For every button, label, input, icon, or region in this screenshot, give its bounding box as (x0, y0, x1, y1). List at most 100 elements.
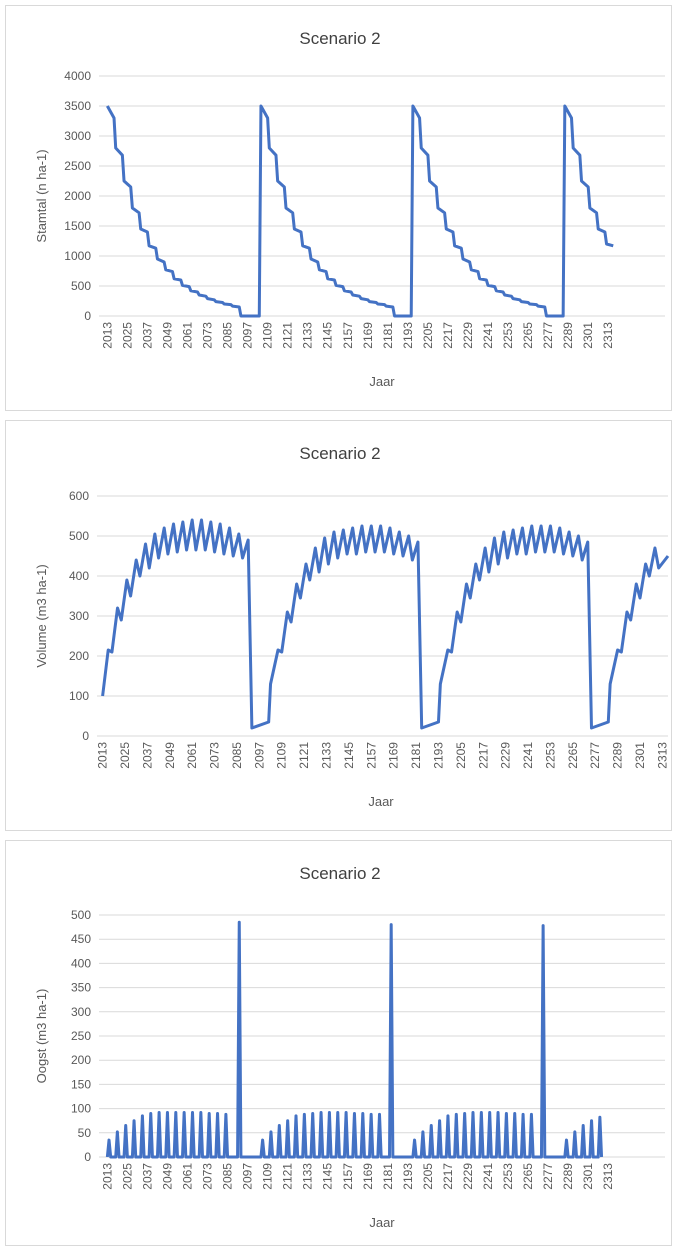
x-tick-label: 2181 (381, 322, 395, 349)
x-tick-label: 2085 (230, 742, 244, 769)
y-tick-label: 600 (69, 489, 89, 503)
x-tick-label: 2025 (120, 1163, 134, 1190)
data-line (105, 920, 604, 1159)
x-tick-label: 2241 (521, 742, 535, 769)
y-tick-label: 0 (84, 309, 91, 323)
y-tick-label: 1000 (64, 249, 91, 263)
x-tick-label: 2229 (461, 1163, 475, 1190)
y-tick-label: 3000 (64, 129, 91, 143)
x-tick-label: 2025 (118, 742, 132, 769)
chart-panel (5, 840, 672, 1246)
y-tick-label: 500 (69, 529, 89, 543)
y-tick-label: 200 (71, 1053, 91, 1067)
x-tick-label: 2085 (221, 1163, 235, 1190)
x-tick-label: 2169 (387, 742, 401, 769)
x-tick-label: 2277 (541, 1163, 555, 1190)
x-tick-label: 2301 (633, 742, 647, 769)
x-tick-label: 2073 (201, 1163, 215, 1190)
x-tick-label: 2313 (601, 322, 615, 349)
y-tick-label: 100 (69, 689, 89, 703)
x-tick-label: 2097 (241, 1163, 255, 1190)
x-tick-label: 2229 (499, 742, 513, 769)
y-tick-label: 2000 (64, 189, 91, 203)
data-line (106, 104, 614, 318)
x-tick-label: 2085 (221, 322, 235, 349)
x-tick-label: 2037 (140, 1163, 154, 1190)
y-tick-label: 400 (71, 956, 91, 970)
y-tick-label: 300 (69, 609, 89, 623)
x-tick-label: 2289 (611, 742, 625, 769)
chart-title: Scenario 2 (299, 444, 380, 463)
x-tick-label: 2205 (454, 742, 468, 769)
x-tick-label: 2205 (421, 322, 435, 349)
x-tick-label: 2121 (297, 742, 311, 769)
x-tick-label: 2289 (561, 1163, 575, 1190)
x-tick-label: 2073 (201, 322, 215, 349)
x-tick-label: 2193 (401, 1163, 415, 1190)
x-tick-label: 2049 (160, 322, 174, 349)
x-tick-label: 2289 (561, 322, 575, 349)
x-tick-label: 2313 (655, 742, 669, 769)
x-tick-label: 2181 (381, 1163, 395, 1190)
y-tick-label: 4000 (64, 69, 91, 83)
y-tick-label: 3500 (64, 99, 91, 113)
y-tick-label: 200 (69, 649, 89, 663)
y-tick-label: 450 (71, 932, 91, 946)
x-tick-label: 2169 (361, 1163, 375, 1190)
x-tick-label: 2145 (342, 742, 356, 769)
x-tick-label: 2073 (208, 742, 222, 769)
chart-panel (5, 5, 672, 411)
x-tick-label: 2109 (261, 322, 275, 349)
x-tick-label: 2217 (476, 742, 490, 769)
x-tick-label: 2253 (543, 742, 557, 769)
y-tick-label: 400 (69, 569, 89, 583)
x-tick-label: 2037 (140, 742, 154, 769)
x-tick-label: 2121 (281, 322, 295, 349)
y-tick-label: 500 (71, 908, 91, 922)
x-tick-label: 2049 (163, 742, 177, 769)
x-tick-label: 2145 (321, 1163, 335, 1190)
x-axis-title: Jaar (369, 1215, 395, 1230)
x-tick-label: 2157 (341, 322, 355, 349)
x-tick-label: 2157 (341, 1163, 355, 1190)
x-tick-label: 2265 (566, 742, 580, 769)
x-tick-label: 2205 (421, 1163, 435, 1190)
data-line (101, 518, 670, 730)
x-tick-label: 2121 (281, 1163, 295, 1190)
x-tick-label: 2049 (160, 1163, 174, 1190)
chart-title: Scenario 2 (299, 29, 380, 48)
x-tick-label: 2241 (481, 1163, 495, 1190)
x-tick-label: 2265 (521, 1163, 535, 1190)
x-tick-label: 2025 (120, 322, 134, 349)
x-tick-label: 2253 (501, 1163, 515, 1190)
x-tick-label: 2133 (320, 742, 334, 769)
x-tick-label: 2097 (252, 742, 266, 769)
x-tick-label: 2301 (581, 322, 595, 349)
y-tick-label: 150 (71, 1077, 91, 1091)
x-tick-label: 2133 (301, 1163, 315, 1190)
x-tick-label: 2061 (180, 1163, 194, 1190)
y-tick-label: 1500 (64, 219, 91, 233)
x-tick-label: 2097 (241, 322, 255, 349)
y-axis-title: Oogst (m3 ha-1) (34, 989, 49, 1084)
y-tick-label: 0 (84, 1150, 91, 1164)
y-tick-label: 2500 (64, 159, 91, 173)
x-tick-label: 2061 (185, 742, 199, 769)
x-axis-title: Jaar (369, 374, 395, 389)
x-tick-label: 2061 (180, 322, 194, 349)
x-tick-label: 2109 (275, 742, 289, 769)
x-tick-label: 2013 (100, 322, 114, 349)
x-tick-label: 2145 (321, 322, 335, 349)
x-tick-label: 2241 (481, 322, 495, 349)
y-tick-label: 50 (78, 1126, 92, 1140)
y-tick-label: 100 (71, 1102, 91, 1116)
x-tick-label: 2013 (96, 742, 110, 769)
x-tick-label: 2181 (409, 742, 423, 769)
y-tick-label: 250 (71, 1029, 91, 1043)
x-tick-label: 2229 (461, 322, 475, 349)
y-tick-label: 0 (82, 729, 89, 743)
x-tick-label: 2265 (521, 322, 535, 349)
x-tick-label: 2193 (401, 322, 415, 349)
x-tick-label: 2013 (100, 1163, 114, 1190)
